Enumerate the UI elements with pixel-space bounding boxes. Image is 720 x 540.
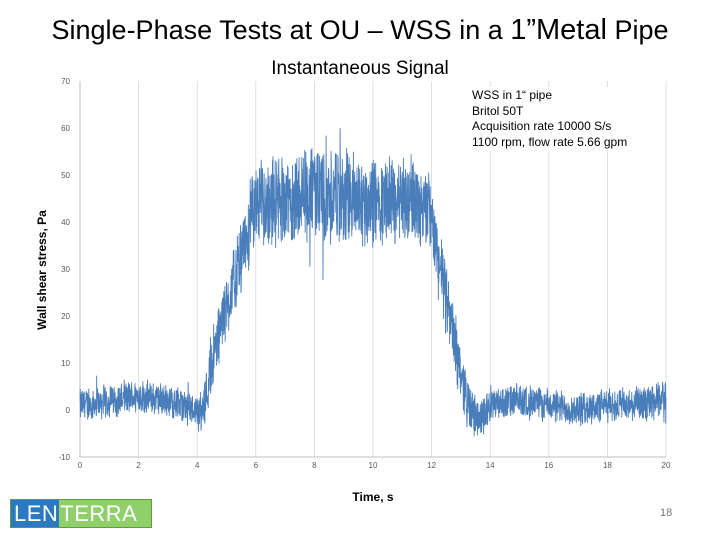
y-tick-label: 50	[61, 171, 70, 180]
x-tick-label: 16	[544, 461, 553, 470]
x-tick-label: 6	[254, 461, 259, 470]
x-axis-label: Time, s	[352, 490, 393, 504]
x-tick-label: 18	[603, 461, 612, 470]
y-tick-label: 30	[61, 265, 70, 274]
y-tick-label: 0	[66, 406, 71, 415]
slide-title: Single-Phase Tests at OU – WSS in a 1”Me…	[0, 14, 720, 47]
x-tick-label: 20	[662, 461, 671, 470]
chart-series	[79, 127, 667, 437]
signal-line	[79, 127, 667, 437]
slide-title-part3: Pipe	[606, 15, 669, 45]
y-tick-label: 70	[61, 77, 70, 86]
x-tick-label: 12	[427, 461, 436, 470]
annotation-line: 1100 rpm, flow rate 5.66 gpm	[472, 134, 628, 149]
chart-ticks: 0 2 4 6 8 10 12 14 16 18 20 -10 0 10 20 30 40 50 60 70	[58, 77, 671, 470]
x-tick-label: 8	[312, 461, 317, 470]
x-tick-label: 10	[369, 461, 378, 470]
logo-part-terra: TERRA	[59, 500, 151, 527]
slide-title-part1: Single-Phase Tests at OU – WSS in a	[51, 15, 511, 45]
y-tick-label: -10	[58, 453, 70, 462]
logo-part-len: LEN	[11, 500, 60, 527]
y-tick-label: 40	[61, 218, 70, 227]
y-tick-label: 10	[61, 359, 70, 368]
y-tick-label: 20	[61, 312, 70, 321]
annotation-line: Britol 50T	[472, 103, 524, 118]
lenterra-logo: LEN TERRA	[10, 499, 152, 528]
page-number: 18	[660, 507, 673, 519]
chart-title: Instantaneous Signal	[271, 58, 449, 79]
y-tick-label: 60	[61, 124, 70, 133]
annotation-line: WSS in 1“ pipe	[472, 88, 553, 102]
x-tick-label: 0	[78, 461, 83, 470]
slide-title-part2: 1”Metal	[510, 14, 607, 46]
x-tick-label: 2	[136, 461, 141, 470]
x-tick-label: 14	[486, 461, 495, 470]
chart-annotation: WSS in 1“ pipe Britol 50T Acquisition ra…	[470, 87, 630, 151]
annotation-line: Acquisition rate 10000 S/s	[472, 119, 612, 133]
x-tick-label: 4	[195, 461, 200, 470]
y-axis-label: Wall shear stress, Pa	[35, 210, 49, 330]
